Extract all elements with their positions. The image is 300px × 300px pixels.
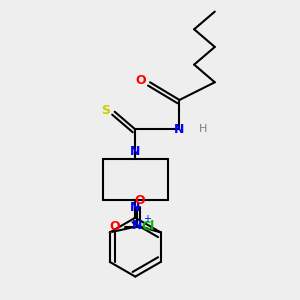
Text: -: - <box>109 227 113 237</box>
Text: O: O <box>135 194 146 207</box>
Text: N: N <box>130 145 140 158</box>
Text: O: O <box>136 74 146 87</box>
Text: H: H <box>199 124 207 134</box>
Text: N: N <box>130 201 140 214</box>
Text: Cl: Cl <box>141 220 155 233</box>
Text: O: O <box>110 220 121 233</box>
Text: +: + <box>143 214 152 224</box>
Text: N: N <box>132 219 142 232</box>
Text: N: N <box>174 123 184 136</box>
Text: S: S <box>101 104 110 117</box>
